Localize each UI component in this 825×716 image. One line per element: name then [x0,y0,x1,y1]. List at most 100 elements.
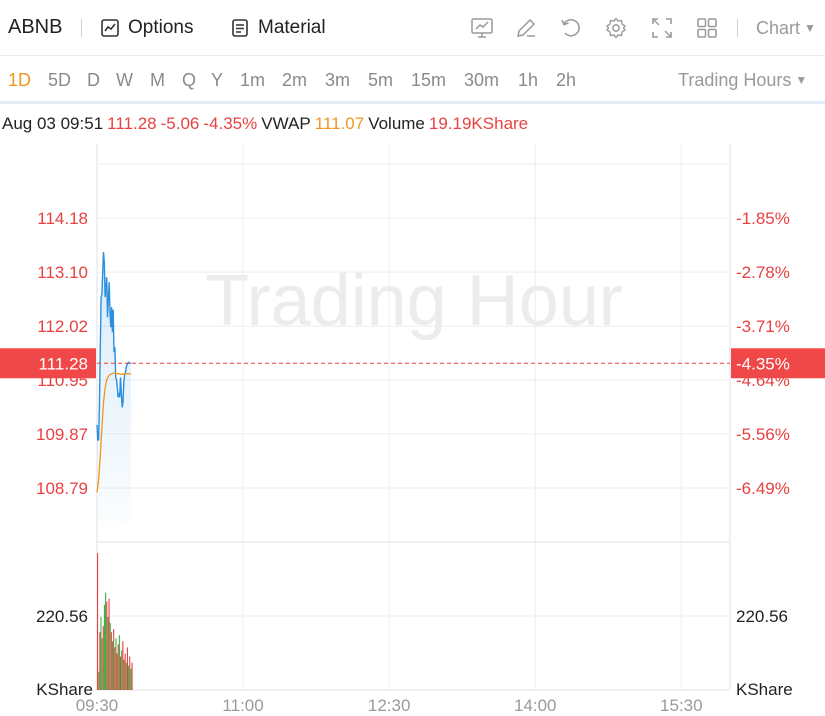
grid-icon[interactable] [695,16,719,40]
time-tick-label: 12:30 [368,696,411,715]
current-pct-label: -4.35% [736,354,790,373]
current-price-label: 111.28 [39,354,88,373]
period-1d[interactable]: 1D [8,70,32,90]
settings-icon[interactable] [604,16,628,40]
volume-bar [102,626,104,690]
period-w[interactable]: W [116,70,133,90]
percent-tick-label: -1.85% [736,209,790,228]
volume-bar [107,616,109,690]
time-tick-label: 14:00 [514,696,557,715]
period-q[interactable]: Q [182,70,197,90]
divider [737,19,738,37]
trading-hours-dropdown[interactable]: Trading Hours ▼ [678,70,807,91]
chart-watermark: Trading Hour [205,261,623,341]
time-tick-label: 11:00 [222,696,263,715]
percent-tick-label: -2.78% [736,263,790,282]
ticker-symbol: ABNB [8,16,63,38]
period-bar: 1D 5D D W M Q Y 1m 2m 3m 5m 15m 30m 1h 2… [0,58,825,104]
volume-bar [99,632,101,690]
volume-max-label-left: 220.56 [36,607,88,626]
options-chart-icon [101,19,119,37]
volume-bar [130,668,132,690]
percent-tick-label: -3.71% [736,317,790,336]
material-label: Material [258,17,326,38]
price-tick-label: 114.18 [37,209,88,228]
vwap-line [96,372,132,493]
volume-bar [124,653,126,690]
volume-bar [114,647,116,690]
volume-bar [121,650,123,690]
top-toolbar: ABNB Options Material [0,0,825,56]
volume-bar [108,598,110,690]
volume-bar [120,656,122,690]
percent-tick-label: -5.56% [736,425,790,444]
volume-bar [111,641,114,690]
period-y[interactable]: Y [211,70,224,90]
quote-price: 111.28 [107,114,157,133]
period-15m[interactable]: 15m [411,70,447,90]
volume-bar [122,641,124,690]
draw-icon[interactable] [514,16,538,40]
vwap-value: 111.07 [314,114,365,133]
period-2h[interactable]: 2h [556,70,577,90]
price-tick-label: 108.79 [36,479,88,498]
quote-change-pct: -4.35% [203,114,258,133]
price-area [97,252,132,522]
document-icon [232,19,248,37]
volume-bar [97,553,99,690]
fullscreen-icon[interactable] [650,16,674,40]
period-5d[interactable]: 5D [48,70,72,90]
volume-bar [126,647,128,690]
period-3m[interactable]: 3m [325,70,351,90]
chart-dropdown[interactable]: Chart ▼ [756,18,816,39]
period-30m[interactable]: 30m [464,70,500,90]
volume-unit-label-left: KShare [36,680,93,699]
time-tick-label: 09:30 [76,696,119,715]
volume-bar [113,629,115,690]
volume-bar [118,635,120,690]
period-1h[interactable]: 1h [518,70,539,90]
chart-dropdown-label: Chart [756,18,801,38]
period-1m[interactable]: 1m [240,70,266,90]
volume-bar [115,638,117,690]
volume-bar [105,592,107,690]
price-tick-label: 113.10 [37,263,88,282]
divider [81,19,82,37]
price-tick-label: 109.87 [36,425,88,444]
volume-bar [100,616,102,690]
material-button[interactable]: Material [230,14,326,42]
chart-icon[interactable] [470,16,494,40]
volume-bar [125,662,127,690]
volume-bar [109,623,111,690]
options-button[interactable]: Options [100,14,193,42]
volume-bar [129,656,131,690]
volume-unit-label-right: KShare [736,680,793,699]
volume-value: 19.19KShare [428,114,529,133]
current-price-tag [0,348,96,379]
volume-bar [116,653,118,690]
quote-change: -5.06 [160,114,200,133]
volume-bar [123,659,125,690]
percent-tick-label: -6.49% [736,479,790,498]
period-2m[interactable]: 2m [282,70,308,90]
volume-bar [103,604,105,690]
volume-max-label-right: 220.56 [736,607,788,626]
period-d[interactable]: D [87,70,100,90]
period-5m[interactable]: 5m [368,70,394,90]
volume-bar [106,601,108,690]
volume-bar [98,671,100,690]
refresh-icon[interactable] [559,16,583,40]
volume-bar [131,662,133,690]
time-tick-label: 15:30 [660,696,703,715]
volume-bar [117,644,119,690]
trading-hours-label: Trading Hours [678,70,792,90]
volume-bar [128,665,130,690]
chevron-down-icon: ▼ [804,21,816,35]
quote-datetime: Aug 03 09:51 [2,114,104,133]
chevron-down-icon: ▼ [795,73,808,87]
options-label: Options [128,17,194,38]
volume-label: Volume [368,114,425,133]
current-pct-tag [731,348,825,379]
period-m[interactable]: M [150,70,165,90]
